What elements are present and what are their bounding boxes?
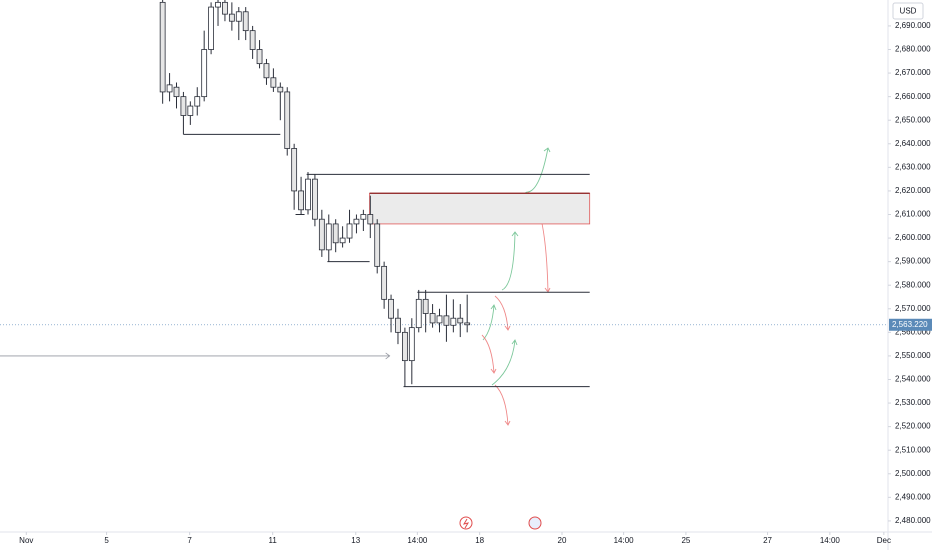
x-tick-label: 25 bbox=[681, 536, 690, 545]
x-tick-label: 13 bbox=[351, 536, 360, 545]
candle-body bbox=[415, 298, 422, 329]
candle-body bbox=[312, 178, 318, 220]
candle-body bbox=[450, 317, 457, 326]
last-price-box bbox=[889, 318, 932, 331]
candle-body bbox=[166, 84, 173, 93]
x-tick-label: 20 bbox=[558, 536, 567, 545]
up-arrow bbox=[491, 339, 518, 386]
x-tick-label: 14:00 bbox=[614, 536, 635, 545]
candle-body bbox=[464, 322, 471, 326]
candle-body bbox=[367, 214, 374, 225]
candle-body bbox=[298, 190, 304, 211]
y-tick-label: 2,620.000 bbox=[895, 186, 931, 195]
candle-body bbox=[429, 313, 436, 324]
candle-body bbox=[388, 298, 394, 319]
up-arrow bbox=[501, 231, 519, 291]
candle-body bbox=[270, 77, 277, 88]
candle-body bbox=[180, 96, 187, 116]
event-icon[interactable] bbox=[528, 516, 542, 530]
candle-body bbox=[228, 13, 235, 22]
candle-body bbox=[159, 1, 166, 93]
y-tick-label: 2,540.000 bbox=[895, 375, 931, 384]
y-tick-label: 2,580.000 bbox=[895, 280, 931, 289]
currency: USD bbox=[900, 7, 917, 16]
y-tick-label: 2,610.000 bbox=[895, 210, 931, 219]
candle-body bbox=[353, 218, 360, 225]
y-tick-label: 2,690.000 bbox=[895, 21, 931, 30]
y-tick-label: 2,530.000 bbox=[895, 398, 931, 407]
y-tick-label: 2,630.000 bbox=[895, 162, 931, 171]
candle-body bbox=[222, 1, 228, 15]
candle-body bbox=[256, 49, 263, 65]
currency-box[interactable] bbox=[892, 2, 924, 20]
y-tick-label: 2,590.000 bbox=[895, 257, 931, 266]
candle-body bbox=[436, 315, 443, 324]
candle-body bbox=[339, 237, 346, 244]
down-arrow bbox=[481, 334, 497, 374]
x-tick-label: 11 bbox=[269, 536, 278, 545]
candle-body bbox=[305, 178, 311, 211]
x-tick-label: 5 bbox=[104, 536, 109, 545]
y-tick-label: 2,640.000 bbox=[895, 139, 931, 148]
candle-body bbox=[277, 86, 284, 93]
y-tick-label: 2,500.000 bbox=[895, 469, 931, 478]
x-tick-label: 27 bbox=[763, 536, 772, 545]
y-tick-label: 2,600.000 bbox=[895, 233, 931, 242]
last-price-label: 2,563.220 bbox=[892, 320, 928, 329]
plot bbox=[0, 0, 888, 388]
arrow-head bbox=[385, 352, 391, 360]
candle-body bbox=[457, 317, 464, 324]
y-tick-label: 2,680.000 bbox=[895, 45, 931, 54]
x-tick-label: 14:00 bbox=[820, 536, 841, 545]
y-tick-label: 2,490.000 bbox=[895, 492, 931, 501]
candle-body bbox=[346, 223, 353, 239]
candle-body bbox=[284, 91, 291, 149]
y-tick-label: 2,560.000 bbox=[895, 327, 931, 336]
candle-body bbox=[215, 1, 221, 8]
candle-body bbox=[395, 317, 401, 333]
y-tick-label: 2,520.000 bbox=[895, 422, 931, 431]
candle-body bbox=[263, 63, 270, 79]
candle-body bbox=[325, 223, 332, 251]
zone bbox=[369, 192, 591, 225]
y-tick-label: 2,480.000 bbox=[895, 516, 931, 525]
candle-body bbox=[194, 96, 201, 107]
y-tick-label: 2,660.000 bbox=[895, 92, 931, 101]
candle-body bbox=[374, 223, 381, 267]
y-tick-label: 2,670.000 bbox=[895, 68, 931, 77]
candle-body bbox=[318, 218, 325, 251]
x-tick-label: Nov bbox=[19, 536, 33, 545]
candle-body bbox=[208, 6, 214, 50]
event-icon-glyph bbox=[462, 518, 470, 529]
down-arrow bbox=[494, 295, 511, 331]
event-icons bbox=[459, 516, 542, 530]
candle-body bbox=[242, 11, 249, 32]
candle-body bbox=[443, 315, 450, 326]
y-tick-label: 2,570.000 bbox=[895, 304, 931, 313]
x-tick-label: 14:00 bbox=[407, 536, 428, 545]
candle-body bbox=[381, 265, 388, 300]
x-tick-label: 7 bbox=[187, 536, 192, 545]
candle-body bbox=[291, 148, 298, 192]
candle-body bbox=[187, 105, 194, 116]
candle-body bbox=[173, 86, 180, 98]
candle-body bbox=[408, 327, 415, 362]
candle-body bbox=[402, 331, 408, 362]
candle-body bbox=[201, 49, 208, 98]
x-tick-label: Dec bbox=[877, 536, 891, 545]
candle-body bbox=[332, 223, 339, 244]
y-tick-label: 2,650.000 bbox=[895, 115, 931, 124]
candle-body bbox=[235, 11, 242, 22]
y-tick-label: 2,550.000 bbox=[895, 351, 931, 360]
candle-body bbox=[422, 298, 429, 314]
y-tick-label: 2,510.000 bbox=[895, 445, 931, 454]
candle-body bbox=[360, 214, 367, 220]
x-tick-label: 18 bbox=[475, 536, 484, 545]
candle-body bbox=[249, 30, 256, 50]
